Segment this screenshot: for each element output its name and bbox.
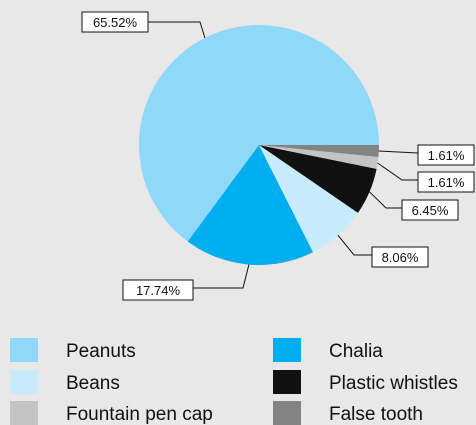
slice-beans (259, 145, 358, 253)
legend-swatch-fountain-pen-cap (10, 401, 38, 425)
slice-chalia (187, 145, 314, 265)
data-label-beans: 8.06% (382, 250, 419, 265)
legend-swatch-chalia (273, 338, 301, 362)
leader-line-peanuts (148, 21, 206, 39)
legend-label-plastic-whistles: Plastic whistles (329, 373, 458, 394)
data-label-box-chalia (122, 279, 194, 301)
data-label-box-plastic-whistles (401, 199, 459, 221)
slice-fountain-pen-cap (259, 145, 379, 169)
pie-slices (139, 25, 379, 265)
data-label-plastic-whistles: 6.45% (412, 203, 449, 218)
data-label-box-peanuts (81, 11, 149, 33)
legend-swatch-false-tooth (273, 401, 301, 425)
slice-plastic-whistles (259, 145, 377, 213)
slice-false-tooth (259, 145, 379, 157)
slice-peanuts (139, 25, 379, 242)
data-label-fountain-pen-cap: 1.61% (428, 175, 465, 190)
data-label-peanuts: 65.52% (93, 15, 138, 30)
legend-swatch-peanuts (10, 338, 38, 362)
leader-line-false-tooth (378, 150, 419, 154)
legend-swatch-plastic-whistles (273, 370, 301, 394)
data-label-callouts: 65.52% 17.74% 8.06% 6.45% 1.61% 1.61% (81, 11, 475, 301)
data-label-box-fountain-pen-cap (417, 171, 475, 193)
legend: Peanuts Chalia Beans Plastic whistles Founta… (10, 338, 458, 425)
leader-line-fountain-pen-cap (377, 162, 418, 181)
leader-line-beans (337, 234, 372, 256)
leader-line-chalia (193, 264, 250, 289)
data-label-box-beans (371, 246, 429, 268)
legend-swatch-beans (10, 370, 38, 394)
leader-line-plastic-whistles (369, 191, 402, 209)
legend-label-fountain-pen-cap: Fountain pen cap (66, 404, 213, 425)
data-label-chalia: 17.74% (136, 283, 181, 298)
legend-label-peanuts: Peanuts (66, 341, 136, 362)
legend-label-beans: Beans (66, 373, 120, 394)
legend-label-false-tooth: False tooth (329, 404, 423, 425)
legend-label-chalia: Chalia (329, 341, 383, 362)
data-label-box-false-tooth (417, 144, 475, 166)
data-label-false-tooth: 1.61% (428, 148, 465, 163)
